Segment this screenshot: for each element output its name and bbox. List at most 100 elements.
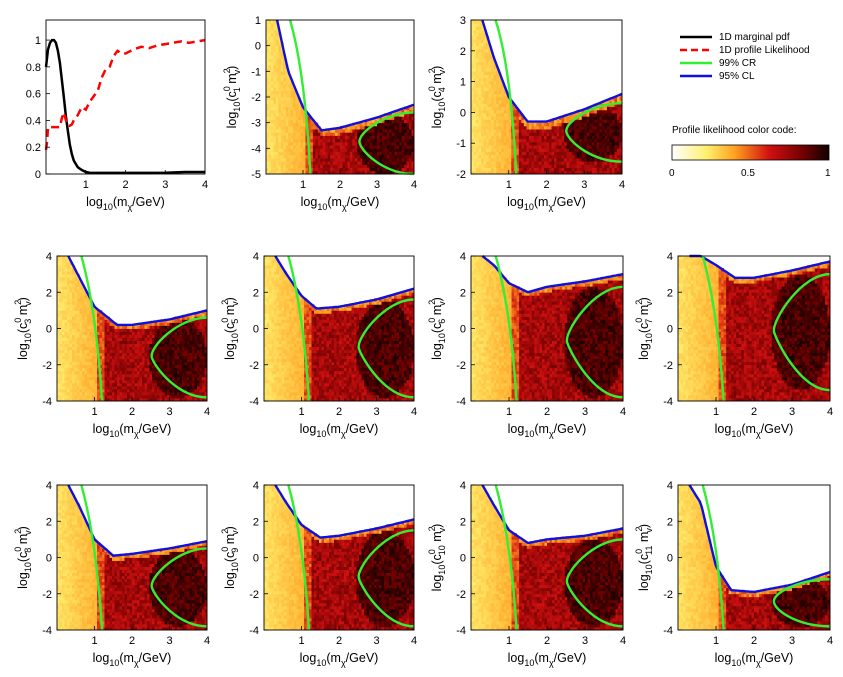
heatmap-cell [476,42,479,47]
heatmap-cell [77,328,80,332]
heatmap-cell [273,87,277,91]
heatmap-cell [483,61,487,66]
heatmap-cell [184,358,188,363]
heatmap-cell [367,135,370,140]
heatmap-cell [280,151,284,156]
heatmap-cell [391,138,395,143]
heatmap-cell [270,52,274,56]
heatmap-cell [293,135,296,140]
heatmap-cell [157,346,160,351]
heatmap-cell [488,113,492,117]
heatmap-cell [107,397,110,402]
heatmap-cell [483,154,487,159]
heatmap-cell [84,397,88,402]
heatmap-cell [528,167,532,172]
heatmap-cell [149,325,153,329]
heatmap-cell [399,148,403,152]
heatmap-cell [478,151,482,156]
heatmap-cell [488,170,492,175]
heatmap-cell [182,349,185,354]
heatmap-cell [273,48,277,53]
heatmap-cell [564,138,568,143]
heatmap-cell [87,310,90,314]
heatmap-cell [270,87,274,91]
heatmap-cell [278,132,282,136]
heatmap-cell [144,394,148,399]
heatmap-cell [404,157,407,162]
heatmap-cell [389,113,393,117]
heatmap-cell [139,325,143,329]
heatmap-cell [394,167,398,172]
heatmap-cell [82,292,85,296]
heatmap-cell [389,132,393,136]
heatmap-cell [112,397,115,402]
heatmap-cell [67,394,70,399]
heatmap-cell [169,322,173,326]
heatmap-cell [274,325,277,329]
heatmap-cell [516,116,520,120]
x-tick-label: 3 [166,406,172,418]
heatmap-cell [283,132,287,136]
heatmap-cell [581,154,585,159]
heatmap-cell [305,151,309,156]
heatmap-cell [94,358,98,363]
heatmap-cell [72,373,75,378]
heatmap-cell [278,103,282,108]
heatmap-cell [471,119,474,124]
heatmap-cell [280,77,284,82]
heatmap-cell [493,84,497,88]
heatmap-cell [117,373,120,378]
heatmap-cell [528,170,532,175]
heatmap-cell [84,295,88,299]
heatmap-cell [391,170,395,175]
heatmap-cell [481,135,484,140]
heatmap-cell [471,138,474,143]
heatmap-cell [409,132,412,136]
heatmap-cell [57,325,60,329]
heatmap-cell [273,141,277,146]
heatmap-cell [280,119,284,124]
heatmap-cell [119,388,123,393]
heatmap-cell [372,167,375,172]
heatmap-cell [538,161,542,165]
heatmap-cell [152,370,155,375]
heatmap-cell [478,90,482,95]
heatmap-cell [147,352,150,357]
heatmap-cell [59,307,63,311]
heatmap-cell [132,328,135,332]
heatmap-cell [526,122,530,127]
heatmap-cell [112,331,115,335]
heatmap-cell [473,84,477,88]
heatmap-cell [69,316,73,320]
heatmap-cell [87,358,90,363]
heatmap-cell [77,367,80,372]
heatmap-cell [270,68,274,72]
heatmap-cell [288,125,292,130]
heatmap-cell [310,125,314,130]
heatmap-cell [526,161,530,165]
heatmap-cell [320,167,324,172]
heatmap-cell [486,97,490,101]
heatmap-cell [278,45,282,50]
heatmap-cell [59,319,63,323]
heatmap-cell [271,259,275,263]
heatmap-cell [69,319,73,323]
heatmap-cell [611,116,615,120]
heatmap-cell [377,129,380,133]
heatmap-cell [62,283,65,287]
heatmap-cell [561,157,565,162]
heatmap-cell [285,138,289,143]
heatmap-cell [305,138,309,143]
heatmap-cell [192,349,195,354]
heatmap-cell [92,385,95,390]
heatmap-cell [172,358,175,363]
heatmap-cell [179,337,183,341]
heatmap-cell [69,376,73,381]
heatmap-cell [340,170,343,175]
heatmap-cell [104,397,108,402]
heatmap-cell [508,145,512,149]
heatmap-cell [204,337,208,341]
heatmap-cell [72,355,75,360]
heatmap-cell [270,48,274,53]
heatmap-cell [280,109,284,114]
